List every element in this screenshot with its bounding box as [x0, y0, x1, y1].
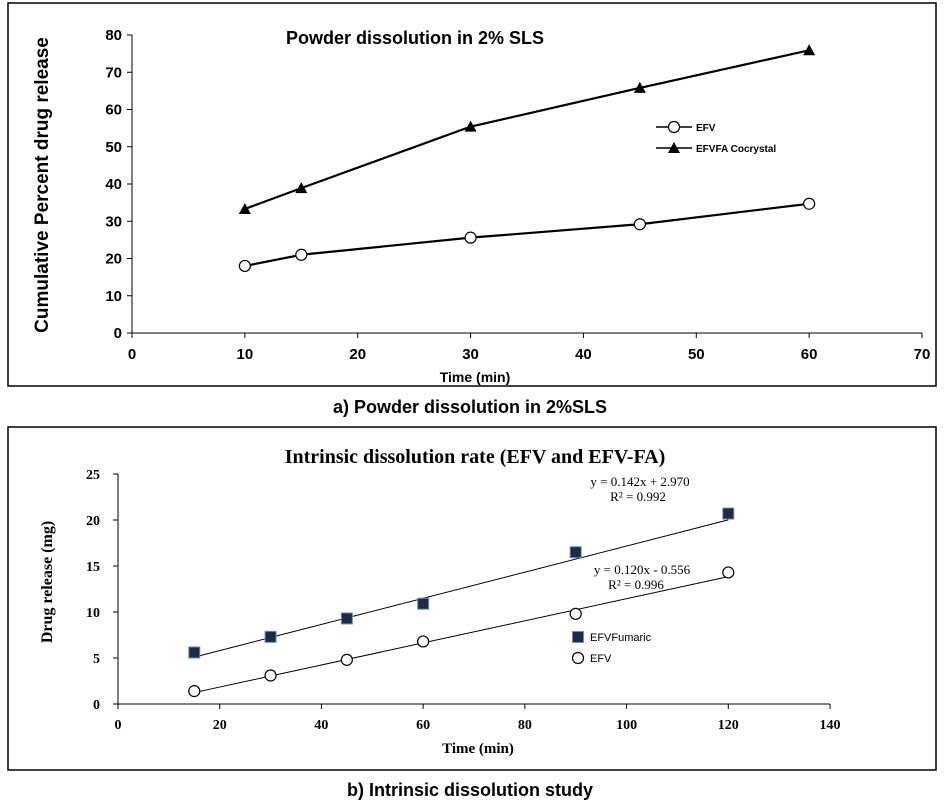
chart-a-title: Powder dissolution in 2% SLS: [286, 28, 544, 48]
chart-a-ytick-label: 10: [105, 288, 122, 305]
panel-b-frame: [7, 426, 937, 771]
chart-a-ytick-label: 20: [105, 251, 122, 268]
chart-b-data-point: [340, 653, 353, 666]
chart-a-ytick-label: 50: [105, 139, 122, 156]
chart-a-data-point: [295, 182, 308, 194]
chart-b-xtick-label: 0: [115, 718, 122, 733]
chart-a-xtick-label: 60: [801, 346, 818, 363]
chart-b-ytick-label: 20: [86, 514, 100, 529]
chart-b-data-point: [722, 507, 735, 520]
chart-a-xlabel: Time (min): [440, 369, 511, 385]
chart-a-xtick-label: 30: [462, 346, 479, 363]
chart-b-trendline: [194, 576, 729, 694]
chart-b-data-point: [569, 546, 582, 559]
chart-a-ylabel: Cumulative Percent drug release: [32, 37, 53, 333]
chart-b-xtick-label: 80: [518, 718, 532, 733]
chart-b-legend-marker: [572, 631, 584, 643]
chart-b-legend-label: EFV: [590, 653, 612, 665]
chart-b-data-point: [340, 612, 353, 625]
chart-a-legend-label: EFVFA Cocrystal: [696, 144, 776, 155]
chart-b-legend-label: EFVFumaric: [590, 632, 652, 644]
chart-a-plot-area: 0 10 20 30 40 50 60 70 80 0 10 20 30 40 50 60 70 EFV EFVFA…: [105, 27, 930, 363]
chart-b-data-point: [188, 685, 201, 698]
chart-a-data-point: [633, 81, 646, 93]
chart-b-data-point: [264, 630, 277, 643]
chart-b-xtick-label: 120: [718, 718, 739, 733]
chart-b-xtick-label: 140: [820, 718, 841, 733]
chart-a-series-line: [244, 202, 810, 268]
chart-b-r2-efv: R² = 0.996: [608, 577, 664, 592]
chart-b-xlabel: Time (min): [442, 741, 514, 757]
chart-b-ytick-label: 25: [86, 468, 100, 483]
chart-b-equation-efvfumaric: y = 0.142x + 2.970: [590, 474, 689, 489]
chart-b-xtick-label: 40: [314, 718, 328, 733]
chart-b-data-point: [417, 635, 430, 648]
chart-a-xtick-label: 50: [688, 346, 705, 363]
chart-a-xtick-label: 10: [237, 346, 254, 363]
chart-a-xtick-label: 0: [128, 346, 136, 363]
chart-a-xtick-label: 20: [349, 346, 366, 363]
chart-a-data-point: [464, 120, 477, 132]
chart-b-trendline: [194, 519, 729, 658]
chart-b-plot-area: 0 5 10 15 20 25 0 20 40 60 80 100 120 140 EFVFumaric EF…: [86, 468, 841, 733]
chart-b-ytick-label: 5: [93, 652, 100, 667]
panel-a-frame: [7, 2, 937, 387]
chart-a-data-point: [633, 218, 646, 231]
chart-b-data-point: [188, 646, 201, 659]
chart-b-data-point: [417, 597, 430, 610]
chart-b-xtick-label: 60: [416, 718, 430, 733]
chart-a-ytick-label: 40: [105, 176, 122, 193]
chart-b-data-point: [569, 607, 582, 620]
chart-a-ytick-label: 60: [105, 102, 122, 119]
chart-b-ylabel: Drug release (mg): [39, 521, 56, 643]
chart-a-ytick-label: 70: [105, 64, 122, 81]
chart-a-data-point: [803, 44, 816, 56]
chart-b-data-point: [722, 566, 735, 579]
chart-a-legend-label: EFV: [696, 123, 716, 134]
chart-a-xtick-label: 70: [914, 346, 931, 363]
chart-a-legend-marker: [668, 142, 680, 153]
panel-a-caption: a) Powder dissolution in 2%SLS: [333, 397, 607, 417]
chart-a: Powder dissolution in 2% SLS Time (min) …: [32, 27, 930, 385]
chart-a-ytick-label: 80: [105, 27, 122, 44]
chart-b-data-point: [264, 669, 277, 682]
chart-a-data-point: [295, 248, 308, 261]
chart-a-data-point: [238, 202, 251, 214]
panel-b-caption: b) Intrinsic dissolution study: [347, 780, 593, 800]
chart-b-ytick-label: 0: [93, 698, 100, 713]
chart-a-ytick-label: 0: [114, 325, 122, 342]
chart-b-ytick-label: 10: [86, 606, 100, 621]
chart-a-data-point: [803, 197, 816, 210]
chart-b: Intrinsic dissolution rate (EFV and EFV-…: [39, 446, 841, 757]
chart-b-title: Intrinsic dissolution rate (EFV and EFV-…: [285, 446, 666, 468]
chart-b-legend-marker: [571, 651, 585, 665]
chart-a-data-point: [464, 231, 477, 244]
chart-b-xtick-label: 100: [616, 718, 637, 733]
chart-a-series-line: [244, 49, 810, 210]
chart-a-ytick-label: 30: [105, 213, 122, 230]
chart-a-data-point: [238, 259, 251, 273]
chart-a-xtick-label: 40: [575, 346, 592, 363]
chart-b-equation-efv: y = 0.120x - 0.556: [594, 562, 691, 577]
chart-b-xtick-label: 20: [213, 718, 227, 733]
chart-a-legend-marker: [667, 120, 681, 134]
chart-b-ytick-label: 15: [86, 560, 100, 575]
chart-b-r2-efvfumaric: R² = 0.992: [610, 489, 666, 504]
